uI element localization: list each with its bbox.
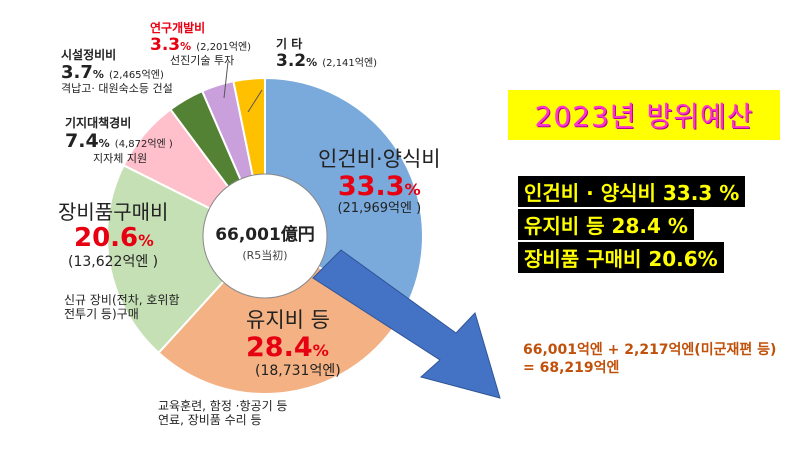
desc-maintenance: 교육훈련, 함정 ·항공기 등 연료, 장비품 수리 등 [158, 399, 288, 427]
total-note: 66,001억엔 + 2,217억엔(미군재편 등) = 68,219억엔 [523, 342, 777, 377]
label-other: 기 타 3.2% (2,141억엔) [276, 37, 378, 71]
summary-row: 인건비 · 양식비 33.3 % [518, 176, 746, 207]
desc-equipment: 신규 장비(전차, 호위함 전투기 등)구매 [64, 293, 180, 321]
summary-box: 인건비 · 양식비 33.3 % 유지비 등 28.4 % 장비품 구매비 20… [518, 176, 746, 275]
summary-row: 유지비 등 28.4 % [518, 209, 694, 240]
pie-slice-2 [106, 163, 267, 355]
label-facility: 시설정비비 3.7% (2,465억엔) 격납고· 대원숙소등 건설 [61, 48, 173, 96]
label-base: 기지대책경비 7.4% (4,872억엔 ) 지자체 지원 [65, 116, 173, 165]
center-sub: (R5当初) [242, 248, 287, 262]
title-banner: 2023년 방위예산 [508, 90, 780, 140]
center-total: 66,001億円 [215, 224, 315, 245]
label-personnel: 인건비·양식비 33.3% (21,969억엔 ) [318, 147, 441, 217]
pie-slice-1 [157, 234, 404, 395]
label-rnd: 연구개발비 3.3% (2,201억엔) 선진기술 투자 [150, 21, 252, 68]
label-equipment: 장비품구매비 20.6% (13,622억엔 ) [58, 200, 169, 270]
summary-row: 장비품 구매비 20.6% [518, 242, 724, 273]
label-maintenance: 유지비 등 28.4% (18,731억엔) [246, 308, 341, 380]
arrow-graphic [312, 249, 501, 399]
page-title: 2023년 방위예산 [534, 100, 754, 133]
